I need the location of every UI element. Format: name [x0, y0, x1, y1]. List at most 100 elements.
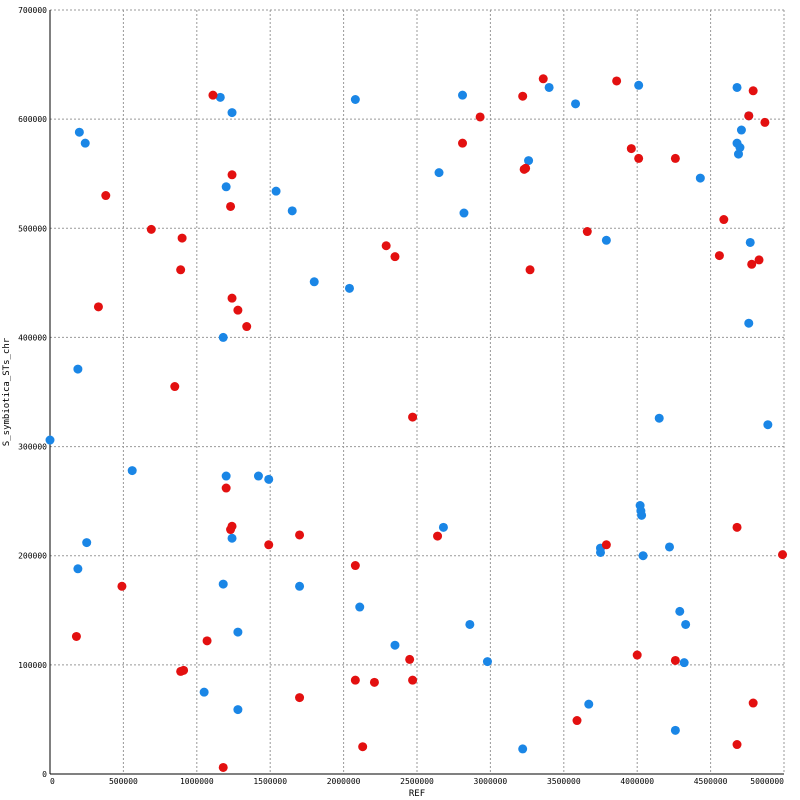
data-point	[518, 91, 528, 101]
data-point	[309, 277, 319, 287]
data-point	[176, 265, 186, 275]
data-point	[233, 305, 243, 315]
data-point	[390, 640, 400, 650]
data-point	[199, 687, 209, 697]
data-point	[572, 716, 582, 726]
data-point	[227, 170, 237, 180]
data-point	[695, 173, 705, 183]
data-point	[117, 581, 127, 591]
data-point	[73, 364, 83, 374]
data-point	[760, 117, 770, 127]
y-tick-label: 200000	[18, 552, 47, 561]
data-point	[177, 233, 187, 243]
data-point	[675, 606, 685, 616]
data-point	[744, 318, 754, 328]
x-tick-label: 1500000	[253, 777, 287, 786]
data-point	[208, 90, 218, 100]
data-point	[744, 111, 754, 121]
data-point	[732, 522, 742, 532]
data-point	[571, 99, 581, 109]
data-point	[93, 302, 103, 312]
y-tick-label: 700000	[18, 6, 47, 15]
data-point	[748, 86, 758, 96]
data-point	[218, 762, 228, 772]
x-axis-title: REF	[409, 789, 425, 799]
data-point	[350, 675, 360, 685]
data-point	[221, 483, 231, 493]
data-point	[459, 208, 469, 218]
x-tick-labels: 0 500000 1000000 1500000 2000000 2500000 30000…	[50, 777, 784, 786]
y-tick-label: 100000	[18, 661, 47, 670]
data-point	[634, 153, 644, 163]
x-tick-label: 1000000	[180, 777, 214, 786]
data-point	[253, 471, 263, 481]
data-point	[732, 82, 742, 92]
data-point	[778, 550, 788, 560]
data-point	[654, 413, 664, 423]
grid-lines	[50, 9, 785, 774]
data-point	[670, 655, 680, 665]
data-point	[664, 542, 674, 552]
data-point	[601, 540, 611, 550]
y-tick-label: 0	[42, 770, 47, 779]
y-tick-labels: 0 100000 200000 300000 400000 500000 600000 700…	[18, 6, 47, 779]
data-point	[465, 619, 475, 629]
data-point	[226, 201, 236, 211]
data-point	[458, 90, 468, 100]
data-point	[264, 474, 274, 484]
data-point	[670, 153, 680, 163]
data-point	[754, 255, 764, 265]
data-point	[227, 108, 237, 118]
data-point	[218, 579, 228, 589]
data-point	[637, 510, 647, 520]
x-tick-label: 500000	[109, 777, 138, 786]
data-point	[358, 742, 368, 752]
data-point	[295, 693, 305, 703]
data-point	[438, 522, 448, 532]
data-point	[390, 252, 400, 262]
x-tick-label: 2000000	[327, 777, 361, 786]
y-tick-label: 300000	[18, 443, 47, 452]
data-point	[215, 92, 225, 102]
data-point	[681, 619, 691, 629]
data-point	[233, 627, 243, 637]
data-point	[71, 631, 81, 641]
data-point	[408, 412, 418, 422]
data-point	[518, 744, 528, 754]
y-tick-label: 400000	[18, 333, 47, 342]
data-point	[626, 144, 636, 154]
data-point	[582, 227, 592, 237]
data-point	[679, 658, 689, 668]
data-point	[408, 675, 418, 685]
y-tick-label: 600000	[18, 115, 47, 124]
data-point	[179, 665, 189, 675]
data-point	[74, 127, 84, 137]
data-point	[601, 235, 611, 245]
axes	[49, 10, 784, 775]
x-tick-label: 0	[50, 777, 55, 786]
x-tick-label: 5000000	[750, 777, 784, 786]
y-axis-title: S_symbiotica_STs_chr	[2, 337, 12, 446]
data-point	[218, 332, 228, 342]
data-point	[714, 251, 724, 261]
data-point	[405, 654, 415, 664]
data-point	[101, 191, 111, 201]
data-point	[146, 224, 156, 234]
data-point	[736, 125, 746, 135]
data-point	[221, 182, 231, 192]
data-point	[434, 168, 444, 178]
data-point	[271, 186, 281, 196]
data-point	[242, 322, 252, 332]
y-tick-label: 500000	[18, 224, 47, 233]
data-point	[745, 237, 755, 247]
data-point	[538, 74, 548, 84]
data-point	[350, 94, 360, 104]
data-point	[544, 82, 554, 92]
data-point	[634, 80, 644, 90]
data-point	[433, 531, 443, 541]
data-point	[202, 636, 212, 646]
data-point	[227, 533, 237, 543]
data-point	[735, 143, 745, 153]
